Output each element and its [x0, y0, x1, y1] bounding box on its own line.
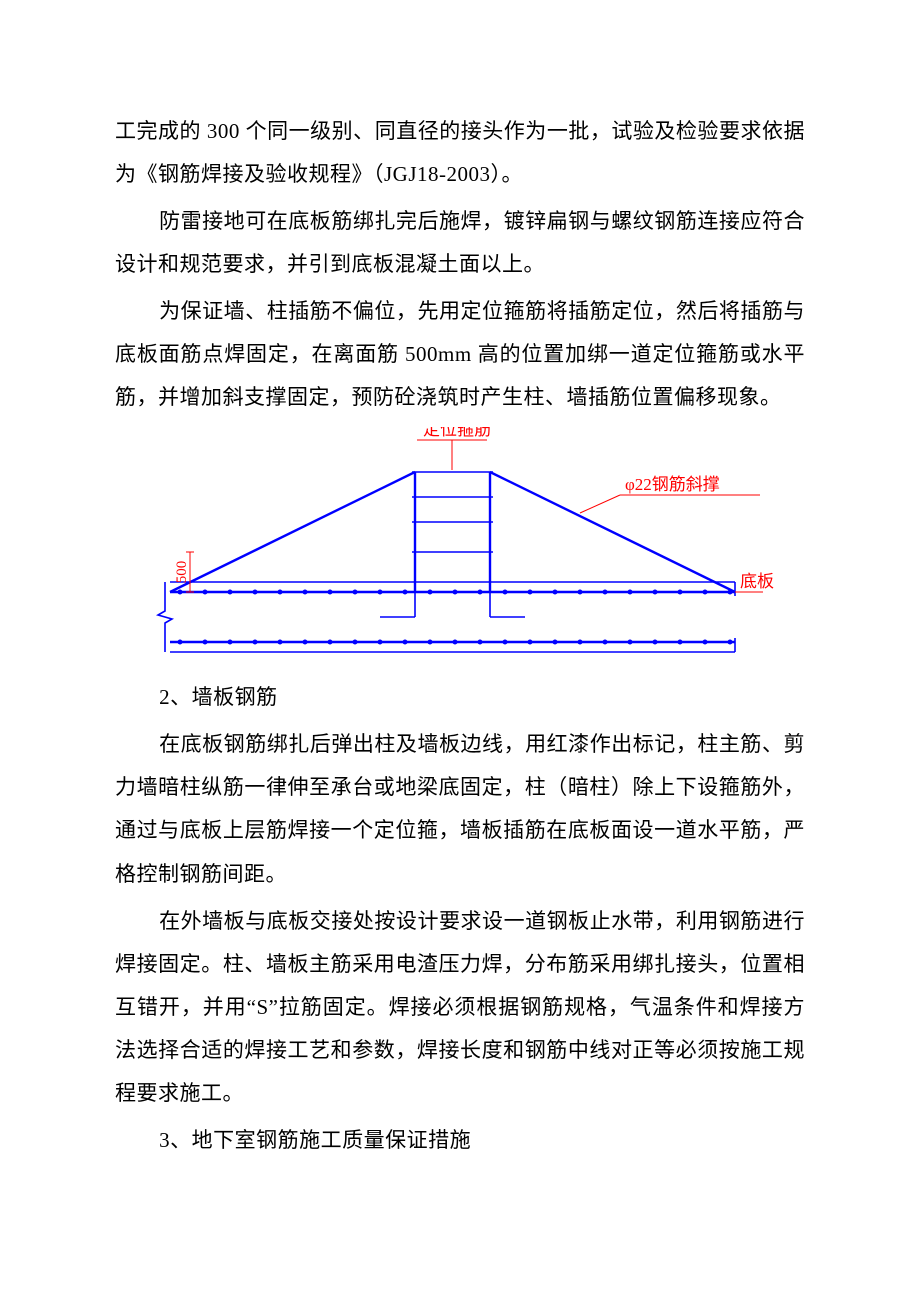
- diagram-container: 500 定位箍筋 φ22钢筋斜撑底板: [115, 427, 805, 672]
- rebar-positioning-diagram: 500 定位箍筋 φ22钢筋斜撑底板: [140, 427, 780, 672]
- paragraph-1: 工完成的 300 个同一级别、同直径的接头作为一批，试验及检验要求依据为《钢筋焊…: [115, 110, 805, 196]
- paragraph-5: 在外墙板与底板交接处按设计要求设一道钢板止水带，利用钢筋进行焊接固定。柱、墙板主…: [115, 900, 805, 1115]
- heading-2: 2、墙板钢筋: [115, 676, 805, 719]
- paragraph-2: 防雷接地可在底板筋绑扎完后施焊，镀锌扁钢与螺纹钢筋连接应符合设计和规范要求，并引…: [115, 200, 805, 286]
- label-base-slab: 底板: [740, 572, 774, 591]
- label-diagonal-brace: φ22钢筋斜撑: [625, 475, 720, 494]
- paragraph-3: 为保证墙、柱插筋不偏位，先用定位箍筋将插筋定位，然后将插筋与底板面筋点焊固定，在…: [115, 290, 805, 419]
- paragraph-4: 在底板钢筋绑扎后弹出柱及墙板边线，用红漆作出标记，柱主筋、剪力墙暗柱纵筋一律伸至…: [115, 723, 805, 895]
- heading-3: 3、地下室钢筋施工质量保证措施: [115, 1119, 805, 1162]
- dim-500-label: 500: [174, 561, 190, 584]
- label-positioning-stirrup: 定位箍筋: [423, 427, 491, 439]
